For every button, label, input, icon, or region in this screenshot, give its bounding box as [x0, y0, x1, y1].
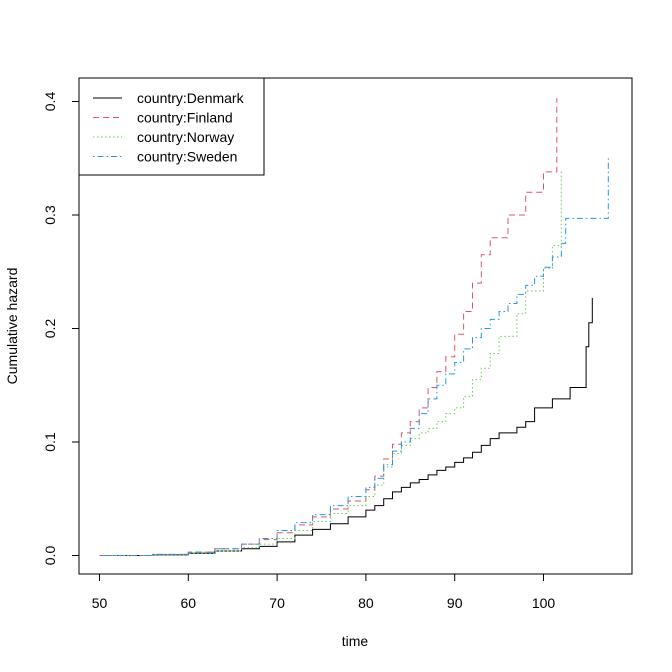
y-axis: 0.0 0.1 0.2 0.3 0.4	[42, 92, 80, 566]
y-tick-label: 0.0	[42, 546, 58, 566]
series-line-norway	[99, 169, 562, 556]
y-axis-label: Cumulative hazard	[4, 268, 20, 385]
legend-label: country:Sweden	[137, 149, 237, 165]
x-tick-label: 90	[447, 595, 463, 611]
legend: country:Denmark country:Finland country:No…	[78, 77, 265, 176]
legend-label: country:Finland	[137, 110, 233, 126]
y-tick-label: 0.2	[42, 319, 58, 339]
y-tick-label: 0.4	[42, 92, 58, 112]
x-axis: 50 60 70 80 90 100	[92, 573, 556, 611]
y-tick-label: 0.3	[42, 205, 58, 225]
legend-box	[78, 77, 265, 176]
legend-label: country:Norway	[137, 129, 234, 145]
series-layer	[99, 98, 609, 556]
x-tick-label: 100	[532, 595, 556, 611]
y-tick-label: 0.1	[42, 432, 58, 452]
legend-label: country:Denmark	[137, 90, 245, 106]
series-line-denmark	[99, 297, 593, 556]
series-line-sweden	[99, 157, 609, 556]
x-tick-label: 50	[92, 595, 108, 611]
x-axis-label: time	[342, 633, 369, 649]
x-tick-label: 60	[181, 595, 197, 611]
x-tick-label: 80	[358, 595, 374, 611]
x-tick-label: 70	[269, 595, 285, 611]
